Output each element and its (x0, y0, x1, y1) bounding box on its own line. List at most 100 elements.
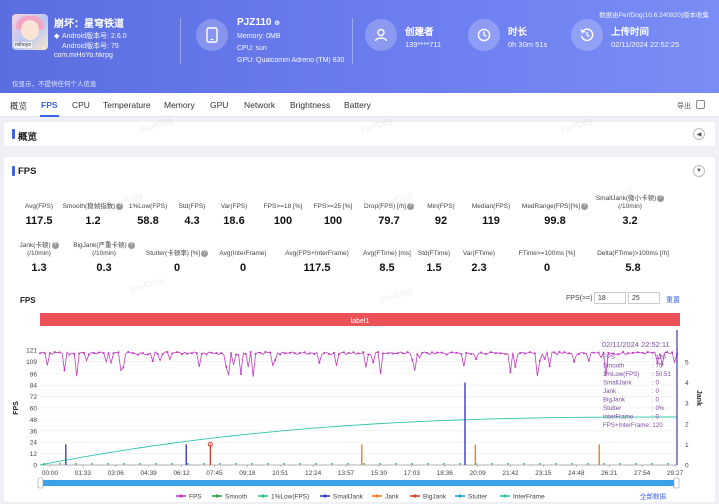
help-icon[interactable]: ? (406, 203, 414, 210)
metric-value: 117.5 (25, 215, 53, 227)
section-marker (12, 166, 15, 176)
upload-value: 02/11/2024 22:52:25 (611, 40, 680, 49)
metric-value: 1.2 (85, 215, 101, 228)
metric: BigJank(严重卡顿)? (/10min) 0.3 (68, 242, 140, 274)
tab-bar: 概览 FPS CPU Temperature Memory GPU Networ… (0, 93, 719, 117)
metric-label: FTime>=100ms [%] (518, 250, 576, 257)
metric-label: Var(FTime) (462, 250, 496, 257)
fps-threshold-label: FPS(>=) (566, 295, 593, 302)
metric-value: 1.5 (426, 262, 442, 274)
android-version: Android版本号: 2.6.0 (62, 33, 127, 40)
export-button[interactable]: 导出 (677, 103, 691, 110)
metric: 1%Low(FPS) 58.8 (122, 195, 174, 227)
metric-value: 3.2 (622, 215, 638, 228)
metric-value: 92 (434, 215, 448, 227)
history-icon (571, 19, 603, 51)
metric-label: Drop(FPS) [/h]? (357, 203, 421, 211)
creator-label: 创建者 (405, 27, 434, 38)
help-icon[interactable]: ? (51, 242, 59, 249)
help-icon[interactable]: ? (116, 203, 124, 210)
upload-label: 上传时间 (611, 27, 650, 38)
tab-brightness[interactable]: Brightness (290, 100, 331, 110)
user-icon (365, 19, 397, 51)
fps-title: FPS (18, 166, 37, 177)
device-gpu: GPU: Qualcomm Adreno (TM) 830 (237, 57, 345, 64)
metric-value: 58.8 (137, 215, 159, 227)
section-marker (12, 129, 15, 139)
metric-value: 0 (173, 262, 181, 275)
metric-value: 1.3 (31, 262, 47, 275)
metric-value: 0.3 (96, 262, 112, 275)
chart-title: FPS (20, 296, 36, 305)
metric-value: 100 (273, 215, 293, 227)
expand-icon[interactable]: ▼ (693, 165, 705, 177)
version-note: 数据由PerfDog(10.6.240920)版本收集 (599, 12, 709, 19)
metric: Delta(FTime)>100ms [/h] 5.8 (592, 242, 674, 274)
export-icon[interactable] (696, 100, 705, 109)
tab-fps[interactable]: FPS (40, 100, 59, 117)
metric-label: Median(FPS) (471, 203, 511, 210)
overview-title: 概览 (18, 132, 38, 143)
game-avatar: mihoyo (12, 14, 48, 50)
metric-label: SmallJank(微小卡顿)? (/10min) (590, 195, 670, 211)
metric: Smooth(稳帧指数)? 1.2 (62, 195, 124, 227)
tab-gpu[interactable]: GPU (210, 100, 229, 110)
metric: Min(FPS) 92 (420, 195, 462, 227)
metric-label: BigJank(严重卡顿)? (/10min) (68, 242, 140, 258)
metric: FPS>=25 [%] 100 (306, 195, 360, 227)
collapse-icon[interactable]: ◀ (693, 128, 705, 140)
metric-label: Avg(InterFrame) (219, 250, 267, 257)
device-memory: Memory: 0MB (237, 33, 281, 40)
metric: MedRange(FPS)[%]? 99.8 (516, 195, 594, 227)
metric-value: 119 (482, 215, 500, 227)
metric-label: Smooth(稳帧指数)? (62, 203, 124, 211)
tab-memory[interactable]: Memory (164, 100, 195, 110)
metric-label: 1%Low(FPS) (128, 203, 168, 210)
fps-threshold-input-1[interactable] (594, 292, 626, 304)
metric: Avg(InterFrame) 0 (212, 242, 274, 274)
reset-link[interactable]: 重置 (666, 297, 680, 304)
metric: Jank(卡顿)? (/10min) 1.3 (14, 242, 64, 274)
divider (352, 18, 353, 64)
metric-value: 5.8 (625, 262, 641, 274)
metric: SmallJank(微小卡顿)? (/10min) 3.2 (590, 195, 670, 227)
metric-label: Min(FPS) (427, 203, 455, 210)
creator-value: 139****711 (405, 40, 442, 49)
metric-label: Var(FPS) (220, 203, 248, 210)
metric-label: Avg(FPS) (24, 203, 54, 210)
metric-value: 99.8 (544, 215, 566, 228)
metric: FTime>=100ms [%] 0 (503, 242, 591, 274)
metric-label: Avg(FTime) [ms] (363, 250, 411, 257)
help-icon[interactable]: ? (581, 203, 589, 210)
metric: Var(FPS) 18.6 (214, 195, 254, 227)
phone-icon (196, 19, 228, 51)
avatar-tag: mihoyo (14, 42, 33, 48)
metric-label: Std(FPS) (178, 203, 206, 210)
device-cpu: CPU: sun (237, 45, 267, 52)
android-icon: ◆ (54, 33, 60, 40)
metric-value: 2.3 (471, 262, 487, 274)
help-icon[interactable]: ? (657, 195, 665, 202)
metric: Std(FTime) 1.5 (414, 242, 454, 274)
metric-value: 0 (239, 262, 247, 274)
fps-threshold-input-2[interactable] (628, 292, 660, 304)
metric-label: FPS>=25 [%] (313, 203, 353, 210)
metric-value: 117.5 (303, 262, 331, 274)
metric: FPS>=18 [%] 100 (256, 195, 310, 227)
metric-value: 4.3 (184, 215, 200, 227)
help-icon[interactable]: ? (127, 242, 135, 249)
metric: Stutter(卡顿率) [%]? 0 (140, 242, 214, 274)
tab-battery[interactable]: Battery (344, 100, 371, 110)
tab-overview[interactable]: 概览 (10, 101, 28, 111)
metric: Drop(FPS) [/h]? 79.7 (357, 195, 421, 227)
duration-label: 时长 (508, 27, 528, 38)
metric-label: MedRange(FPS)[%]? (516, 203, 594, 211)
metric-label: Jank(卡顿)? (/10min) (14, 242, 64, 258)
help-icon[interactable]: ? (201, 250, 209, 257)
metric-label: Stutter(卡顿率) [%]? (140, 250, 214, 258)
clock-icon (468, 19, 500, 51)
tab-cpu[interactable]: CPU (72, 100, 90, 110)
tab-network[interactable]: Network (244, 100, 276, 110)
metric: Avg(FPS) 117.5 (14, 195, 64, 227)
tab-temperature[interactable]: Temperature (103, 100, 151, 110)
